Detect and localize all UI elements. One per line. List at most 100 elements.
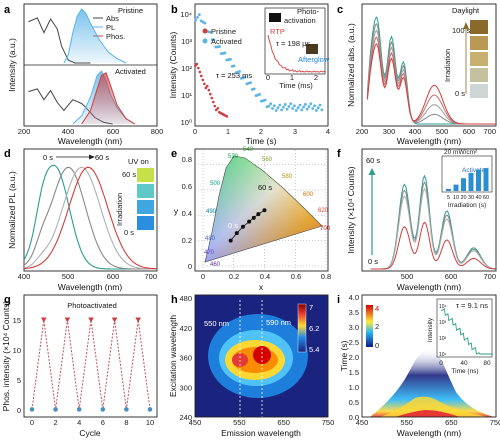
h-marker-590-label: 590 nm [266,318,291,327]
c-photo-2 [470,36,488,50]
b-pristine-point [194,64,197,68]
c-xtick-600: 600 [463,127,476,136]
b-pristine-point [216,106,220,110]
legend-pl-label: PL [106,23,115,32]
b-activated-point [212,38,216,42]
b-xtick-1: 1 [226,127,230,136]
b-activated-point [303,103,307,106]
c-xtick-300: 300 [383,127,396,136]
b-activated-point [314,109,318,112]
b-activated-point [271,107,274,110]
e-locus-label: 460 [210,262,221,268]
e-xtick-4: 0.8 [321,272,331,281]
b-ytick-0: 10⁰ [181,118,192,127]
b-activated-point [320,108,324,112]
g-base-marker [76,407,82,412]
b-activated-point [282,105,285,109]
f-time-top: 60 s [366,156,380,165]
e-locus-label: 480 [205,236,216,242]
e-locus-label: 500 [210,181,221,187]
panel-d-plot [23,164,158,270]
d-photo-3 [137,200,154,214]
panel-g-frame [23,294,158,418]
i-streak-peak [395,410,460,417]
e-xtick-1: 0.2 [229,272,239,281]
b-activated-point [300,108,304,112]
panel-h-frame [194,294,329,418]
b-activated-point [208,30,212,34]
e-locus-labels: 520 540 560 580 600 620 700 500 490 480 470 460 [204,147,331,268]
e-xtick-2: 0.4 [260,272,270,281]
g-xtick: 6 [101,418,105,427]
i-inset-ylabel: Intensity [427,317,434,342]
b-pristine-point [208,92,212,96]
h-colorbar [297,303,307,353]
panel-a: a Pristine Activated Abs PL Phos. 200 40… [4,3,163,146]
b-activated-point [194,18,198,22]
i-xtick: 750 [490,418,500,427]
g-base-marker [29,407,35,412]
i-ytick: 2.5 [349,338,359,347]
c-xtick-500: 500 [436,127,449,136]
b-activated-point [296,106,300,110]
e-locus-label: 470 [204,250,215,256]
i-inset-ytick: 10³ [439,320,447,326]
i-ytick: 0.5 [349,398,359,407]
b-inset-photo-dark [269,13,281,22]
a-xlabel: Wavelength (nm) [58,136,123,146]
i-cbar-min: 0 [375,341,379,350]
b-activated-point [309,102,313,106]
b-inset-rtp-label: RTP [270,27,285,36]
e-ytick-3: 0.6 [182,182,192,191]
f-inset-title: 20 mW/cm² [444,149,478,156]
b-pristine-point [214,108,218,112]
e-label-end: 60 s [258,183,272,192]
i-ytick: 3.5 [349,308,359,317]
c-arrow-head [463,22,469,29]
b-activated-point [267,104,271,108]
g-xtick: 4 [77,418,81,427]
g-base-marker [100,407,106,412]
h-ytick: 300 [179,383,192,392]
panel-d-frame [23,148,158,272]
h-xtick: 650 [277,418,290,427]
b-xtick-3: 3 [293,127,297,136]
i-inset-plot: 10¹ 10² 10³ 10⁴ [439,304,493,358]
f-inset-bar [476,169,481,191]
f-inset-bar [461,178,466,191]
c-irradiation-label: Irradiation [443,49,452,82]
g-ytick: 5 [17,376,21,385]
b-pristine-point [203,82,206,86]
legend-abs-label: Abs [106,14,119,23]
panel-d: d 0 s 60 s UV on 60 s 0 s Irradiation 40… [4,148,158,292]
e-point [234,231,239,236]
g-ytick: 15 [13,316,21,325]
f-inset-xlabel: Irradiation (s) [448,202,486,209]
b-activated-point [197,13,201,17]
e-locus-label: 580 [282,174,293,180]
panel-c-frame [361,3,497,127]
g-peak-marker [88,317,94,323]
b-inset-photo-afterglow [306,44,318,54]
i-xtick: 450 [356,418,369,427]
b-activated-point [274,109,278,112]
d-time-top: 60 s [122,170,136,179]
e-xtick-0: 0 [201,272,205,281]
d-photo-4 [137,216,154,230]
d-uv-label: UV on [128,157,149,166]
i-ytick: 4.0 [349,293,359,302]
i-ytick: 3.0 [349,323,359,332]
panel-letter-c: c [337,4,343,16]
i-inset-frame [436,298,493,358]
b-pristine-point [213,104,217,108]
b-pristine-point [200,74,203,78]
b-activated-point [238,70,241,73]
d-time-start: 0 s [43,153,53,162]
h-xtick: 750 [322,418,335,427]
panel-letter-b: b [171,4,178,16]
panel-f: f 60 s 0 s 20 mW/cm² Activated 5 10 20 30 40… [337,148,497,292]
b-activated-point [269,102,273,106]
i-inset-xlabel: Time (ns) [451,368,478,375]
b-activated-point [291,107,294,110]
